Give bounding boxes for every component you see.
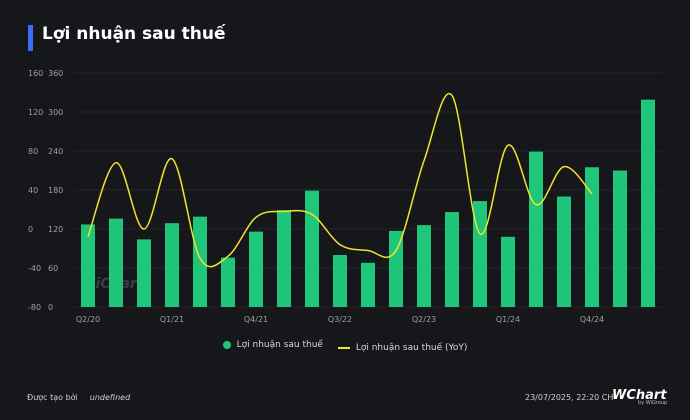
bar-Q1/25[interactable] — [613, 170, 627, 308]
legend-item-bar[interactable]: Lợi nhuận sau thuế — [222, 340, 323, 350]
left-tick-label: 0 — [28, 225, 33, 234]
right-tick-label: 360 — [48, 69, 63, 78]
chart-title: Lợi nhuận sau thuế — [42, 24, 226, 44]
bar-Q4/23[interactable] — [473, 201, 487, 307]
x-axis-ticks: Q2/20 Q1/21 Q4/21 Q3/22 Q2/23 Q1/24 Q4/24 — [76, 315, 604, 324]
legend-bar-swatch — [222, 341, 231, 349]
created-by-label: Được tạo bởi — [27, 393, 78, 402]
right-tick-label: 180 — [48, 186, 63, 195]
x-tick-label: Q3/22 — [328, 315, 352, 324]
bar-Q3/21[interactable] — [221, 257, 235, 307]
footer-credit: Được tạo bởi undefined — [27, 393, 130, 402]
bar-Q4/20[interactable] — [137, 239, 151, 307]
bar-Q3/22[interactable] — [333, 255, 347, 307]
brand-sub: by WiGroup — [638, 400, 668, 406]
right-tick-label: 120 — [48, 225, 63, 234]
left-tick-label: -80 — [28, 303, 41, 312]
right-tick-label: 240 — [48, 147, 63, 156]
bar-Q2/22[interactable] — [305, 190, 319, 307]
legend: Lợi nhuận sau thuế Lợi nhuận sau thuế (Y… — [0, 340, 690, 353]
title-accent-bar — [28, 25, 33, 51]
right-tick-label: 300 — [48, 108, 63, 117]
bar-Q1/24[interactable] — [501, 236, 515, 307]
bar-Q3/23[interactable] — [445, 212, 459, 307]
right-axis-ticks: 0 60 120 180 240 300 360 — [48, 69, 63, 312]
right-tick-label: 60 — [48, 264, 58, 273]
x-tick-label: Q4/21 — [244, 315, 268, 324]
bar-Q4/21[interactable] — [249, 231, 263, 307]
bar-Q2/20[interactable] — [81, 224, 95, 307]
left-axis-ticks: -80 -40 0 40 80 120 160 — [28, 69, 43, 312]
legend-bar-label: Lợi nhuận sau thuế — [236, 340, 323, 350]
x-tick-label: Q1/21 — [160, 315, 184, 324]
footer-timestamp: 23/07/2025, 22:20 CH — [525, 393, 614, 402]
bar-Q2/25[interactable] — [641, 99, 655, 308]
x-tick-label: Q2/23 — [412, 315, 436, 324]
bar-Q2/24[interactable] — [529, 151, 543, 307]
bar-Q1/22[interactable] — [277, 210, 291, 307]
legend-item-line[interactable]: Lợi nhuận sau thuế (YoY) — [337, 343, 468, 353]
x-tick-label: Q2/20 — [76, 315, 100, 324]
legend-line-label: Lợi nhuận sau thuế (YoY) — [355, 343, 468, 353]
bar-Q3/20[interactable] — [109, 218, 123, 307]
bar-Q2/21[interactable] — [193, 216, 207, 307]
yoy-line — [87, 92, 593, 268]
bar-Q4/22[interactable] — [361, 262, 375, 307]
brand-logo: WChart by WiGroup — [612, 384, 668, 408]
left-tick-label: 120 — [28, 108, 43, 117]
left-tick-label: 40 — [28, 186, 38, 195]
bar-Q3/24[interactable] — [557, 196, 571, 308]
x-tick-label: Q1/24 — [496, 315, 520, 324]
bar-Q4/24[interactable] — [585, 167, 599, 307]
legend-line-swatch — [337, 347, 350, 349]
left-tick-label: 80 — [28, 147, 38, 156]
x-tick-label: Q4/24 — [580, 315, 604, 324]
brand-name: WChart — [612, 388, 667, 403]
bar-Q1/21[interactable] — [165, 223, 179, 307]
bar-series — [81, 99, 655, 308]
left-tick-label: 160 — [28, 69, 43, 78]
bar-Q2/23[interactable] — [417, 225, 431, 307]
left-tick-label: -40 — [28, 264, 41, 273]
right-tick-label: 0 — [48, 303, 53, 312]
created-by-value: undefined — [89, 393, 131, 402]
bar-Q1/23[interactable] — [389, 230, 403, 307]
